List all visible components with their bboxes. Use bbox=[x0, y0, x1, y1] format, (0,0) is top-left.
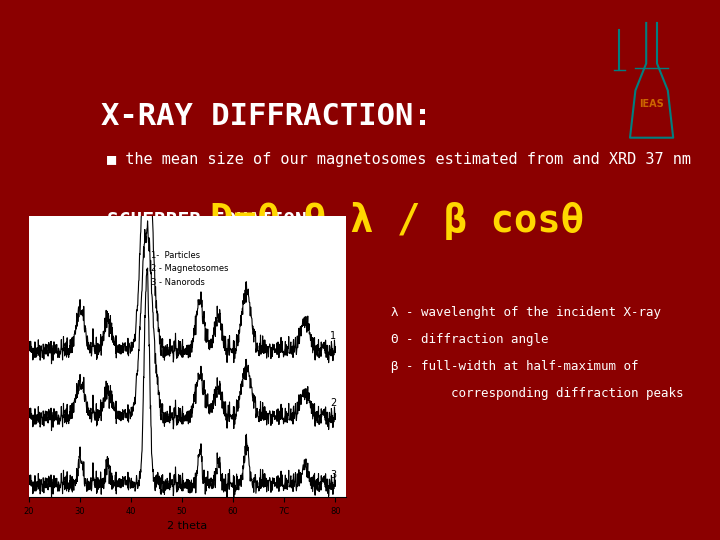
Text: 1: 1 bbox=[330, 332, 336, 341]
Text: SCHERRER EQUATION:: SCHERRER EQUATION: bbox=[107, 210, 318, 230]
Text: 3: 3 bbox=[330, 470, 336, 481]
Text: β - full-width at half-maximum of: β - full-width at half-maximum of bbox=[392, 360, 639, 373]
Text: 2 - Magnetosomes: 2 - Magnetosomes bbox=[151, 264, 229, 273]
Text: 3 - Nanorods: 3 - Nanorods bbox=[151, 278, 205, 287]
Text: X-RAY DIFFRACTION:: X-RAY DIFFRACTION: bbox=[101, 102, 432, 131]
Text: D=0.9 λ / β cosθ: D=0.9 λ / β cosθ bbox=[210, 202, 584, 240]
Text: 2: 2 bbox=[330, 398, 336, 408]
Text: corresponding diffraction peaks: corresponding diffraction peaks bbox=[392, 387, 684, 400]
Text: Θ - diffraction angle: Θ - diffraction angle bbox=[392, 333, 549, 346]
Text: λ - wavelenght of the incident X-ray: λ - wavelenght of the incident X-ray bbox=[392, 306, 661, 319]
Text: 1-  Particles: 1- Particles bbox=[151, 251, 201, 260]
X-axis label: 2 theta: 2 theta bbox=[167, 521, 207, 531]
Text: IEAS: IEAS bbox=[639, 99, 664, 109]
Text: ■ the mean size of our magnetosomes estimated from and XRD 37 nm: ■ the mean size of our magnetosomes esti… bbox=[107, 152, 690, 167]
